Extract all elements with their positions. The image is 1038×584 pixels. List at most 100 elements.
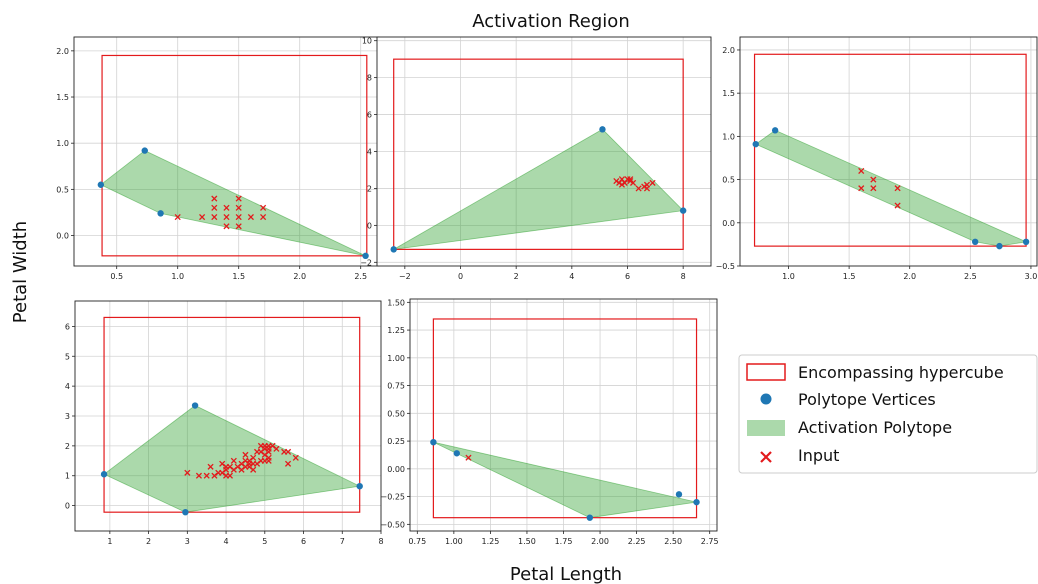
polytope-vertex xyxy=(1023,239,1029,245)
legend: Encompassing hypercube Polytope Vertices… xyxy=(739,355,1037,473)
y-tick-label: 2.0 xyxy=(722,46,735,55)
x-tick-label: 2.75 xyxy=(701,537,719,546)
polytope-vertex xyxy=(391,246,397,252)
y-tick-label: 0.0 xyxy=(56,232,69,241)
x-tick-label: 6 xyxy=(301,537,306,546)
x-tick-label: 4 xyxy=(224,537,229,546)
legend-input-label: Input xyxy=(798,446,839,465)
subplot-3: 1.0 1.5 2.0 2.5 3.0 −0.5 0.0 0.5 1.0 1.5 2.0 xyxy=(716,37,1038,281)
x-tick-label: 2.0 xyxy=(293,272,306,281)
y-tick-label: 1.00 xyxy=(387,354,405,363)
y-tick-label: 1.5 xyxy=(722,89,735,98)
y-tick-label: 4 xyxy=(65,382,70,391)
y-tick-label: 0.25 xyxy=(387,437,405,446)
y-tick-label: 2 xyxy=(367,184,372,193)
y-tick-label: −0.25 xyxy=(380,493,405,502)
legend-polytope-label: Activation Polytope xyxy=(798,418,952,437)
polytope-vertex xyxy=(157,210,163,216)
x-tick-label: 2.50 xyxy=(664,537,682,546)
y-tick-label: 0.0 xyxy=(722,219,735,228)
y-tick-label: 1.0 xyxy=(56,139,69,148)
y-tick-label: 2.0 xyxy=(56,47,69,56)
x-tick-label: 1.75 xyxy=(555,537,573,546)
polytope-vertex xyxy=(680,207,686,213)
y-tick-label: 1 xyxy=(65,472,70,481)
x-tick-label: 4 xyxy=(569,272,574,281)
legend-vertices-label: Polytope Vertices xyxy=(798,390,936,409)
x-tick-label: 1.00 xyxy=(445,537,463,546)
y-tick-label: 3 xyxy=(65,412,70,421)
polytope-vertex xyxy=(972,239,978,245)
y-tick-label: 1.50 xyxy=(387,298,405,307)
polytope-vertex xyxy=(356,483,362,489)
polytope-vertex xyxy=(192,402,198,408)
x-tick-label: 2.25 xyxy=(628,537,646,546)
y-tick-label: 0.50 xyxy=(387,409,405,418)
subplot-1: 0.5 1.0 1.5 2.0 2.50.00.51.01.52.0 xyxy=(56,37,379,281)
y-tick-label: 0.00 xyxy=(387,465,405,474)
y-tick-label: 4 xyxy=(367,148,372,157)
polytope-vertex xyxy=(693,499,699,505)
subplot-4: 1 2 3 4 5 6 7 80123456 xyxy=(65,301,384,546)
y-tick-label: −0.5 xyxy=(716,262,735,271)
x-tick-label: 8 xyxy=(378,537,383,546)
polytope-vertex xyxy=(587,514,593,520)
x-tick-label: 1.0 xyxy=(782,272,795,281)
polytope-vertex xyxy=(753,141,759,147)
polytope-vertex xyxy=(454,450,460,456)
y-axis-label: Petal Width xyxy=(10,221,31,323)
polytope-vertex xyxy=(101,471,107,477)
y-tick-label: 0.75 xyxy=(387,382,405,391)
x-tick-label: 3.0 xyxy=(1025,272,1038,281)
x-tick-label: 1.25 xyxy=(481,537,499,546)
x-tick-label: 1.5 xyxy=(843,272,856,281)
y-tick-label: 6 xyxy=(65,322,70,331)
y-tick-label: 1.5 xyxy=(56,93,69,102)
subplot-2: −2 0 2 4 6 8−20246810 xyxy=(360,37,711,281)
legend-vertices-marker xyxy=(761,394,772,405)
y-tick-label: 0 xyxy=(367,221,372,230)
x-tick-label: 8 xyxy=(681,272,686,281)
x-tick-label: 5 xyxy=(262,537,267,546)
y-tick-label: 2 xyxy=(65,442,70,451)
x-tick-label: 2.5 xyxy=(964,272,977,281)
x-tick-label: 2.00 xyxy=(591,537,609,546)
legend-polytope-swatch xyxy=(747,420,785,436)
y-tick-label: 0.5 xyxy=(722,176,735,185)
x-tick-label: 7 xyxy=(340,537,345,546)
polytope-vertex xyxy=(430,439,436,445)
x-tick-label: 1.50 xyxy=(518,537,536,546)
y-tick-label: 6 xyxy=(367,111,372,120)
x-tick-label: 2.5 xyxy=(354,272,367,281)
x-axis-label: Petal Length xyxy=(510,564,622,584)
y-tick-label: 0.5 xyxy=(56,185,69,194)
y-tick-label: 10 xyxy=(362,37,372,46)
plot-area xyxy=(74,37,379,266)
legend-hypercube-label: Encompassing hypercube xyxy=(798,363,1004,382)
y-tick-label: 0 xyxy=(65,502,70,511)
y-tick-label: 1.0 xyxy=(722,132,735,141)
y-tick-label: −0.50 xyxy=(380,520,405,529)
polytope-vertex xyxy=(676,491,682,497)
y-tick-label: −2 xyxy=(360,258,372,267)
y-tick-label: 8 xyxy=(367,74,372,83)
polytope-vertex xyxy=(182,509,188,515)
subplot-5: 0.75 1.00 1.25 1.50 1.75 2.00 2.25 2.50 2.75 −0.5… xyxy=(380,298,718,546)
x-tick-label: 2 xyxy=(514,272,519,281)
x-tick-label: 0.5 xyxy=(110,272,123,281)
polytope-vertex xyxy=(142,147,148,153)
figure-title: Activation Region xyxy=(472,11,629,32)
polytope-vertex xyxy=(996,243,1002,249)
polytope-vertex xyxy=(772,127,778,133)
y-tick-label: 5 xyxy=(65,352,70,361)
x-tick-label: 1 xyxy=(107,537,112,546)
y-tick-label: 1.25 xyxy=(387,326,405,335)
x-tick-label: 1.0 xyxy=(171,272,184,281)
x-tick-label: 0.75 xyxy=(408,537,426,546)
x-tick-label: 2.0 xyxy=(903,272,916,281)
x-tick-label: −2 xyxy=(399,272,411,281)
x-tick-label: 2 xyxy=(146,537,151,546)
polytope-vertex xyxy=(599,126,605,132)
x-tick-label: 6 xyxy=(625,272,630,281)
